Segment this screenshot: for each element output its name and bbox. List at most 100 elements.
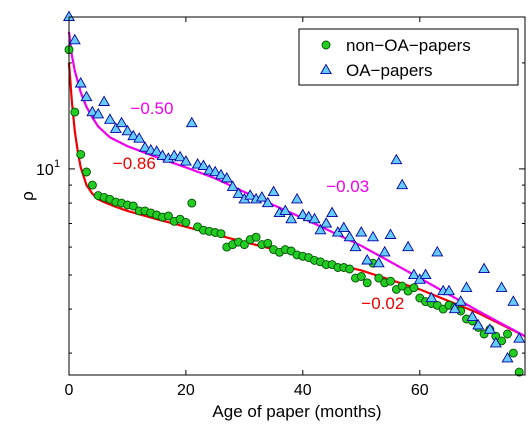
oa-point bbox=[314, 223, 327, 235]
y-tick-label: 10 bbox=[36, 162, 54, 179]
oa-point bbox=[103, 113, 116, 124]
oa-point bbox=[320, 217, 333, 228]
non-oa-point bbox=[345, 264, 355, 274]
oa-point bbox=[372, 256, 385, 268]
legend-marker-triangle bbox=[320, 63, 332, 75]
legend: non−OA−papers OA−papers bbox=[298, 28, 519, 86]
non-oa-point bbox=[514, 367, 524, 377]
annotations: −0.50 −0.86 −0.03 −0.02 bbox=[113, 99, 405, 313]
oa-point bbox=[215, 168, 227, 180]
non-oa-point bbox=[374, 273, 384, 283]
plot-frame bbox=[68, 16, 526, 376]
x-tick-label: 40 bbox=[294, 382, 312, 399]
non-oa-point bbox=[187, 198, 197, 208]
oa-point bbox=[454, 295, 467, 306]
oa-point bbox=[98, 95, 111, 106]
oa-point bbox=[86, 105, 99, 117]
oa-point bbox=[513, 332, 526, 343]
oa-point bbox=[291, 192, 303, 204]
non-oa-point bbox=[76, 149, 86, 159]
x-tick-label: 0 bbox=[65, 382, 74, 399]
oa-point bbox=[185, 116, 198, 128]
oa-point bbox=[80, 90, 93, 102]
oa-point bbox=[507, 295, 520, 306]
oa-point bbox=[308, 212, 321, 224]
oa-point bbox=[384, 228, 397, 239]
oa-point bbox=[326, 206, 339, 218]
fit-slope-label-3: −0.03 bbox=[326, 177, 369, 196]
oa-point bbox=[460, 281, 473, 292]
oa-point bbox=[109, 122, 122, 133]
non-oa-point bbox=[239, 240, 249, 250]
oa-point bbox=[390, 153, 403, 165]
non-oa-point bbox=[362, 278, 372, 288]
oa-point bbox=[209, 165, 222, 177]
oa-point bbox=[501, 351, 514, 363]
non-oa-point bbox=[386, 276, 395, 286]
oa-point bbox=[285, 212, 298, 224]
x-tick-label: 20 bbox=[177, 382, 195, 399]
non-oa-point bbox=[181, 217, 191, 227]
oa-point bbox=[378, 245, 391, 257]
oa-point bbox=[92, 107, 105, 119]
legend-label: OA−papers bbox=[346, 61, 432, 80]
oa-point bbox=[402, 240, 415, 252]
oa-point bbox=[197, 159, 210, 170]
oa-point bbox=[179, 155, 192, 166]
oa-point bbox=[68, 33, 81, 45]
oa-point bbox=[367, 230, 379, 242]
non-oa-point bbox=[397, 281, 407, 291]
oa-point bbox=[361, 253, 374, 265]
oa-point bbox=[489, 336, 502, 348]
x-tick-label: 60 bbox=[411, 382, 429, 399]
oa-point bbox=[448, 302, 461, 314]
oa-point bbox=[255, 191, 268, 202]
oa-point bbox=[279, 204, 292, 216]
oa-point bbox=[396, 178, 409, 190]
oa-point bbox=[425, 291, 438, 303]
non-oa-point bbox=[128, 201, 138, 211]
oa-point bbox=[244, 189, 257, 200]
fit-slope-label-2: −0.86 bbox=[113, 154, 156, 173]
oa-point bbox=[150, 145, 163, 156]
fit-line-2 bbox=[67, 31, 526, 338]
non-oa-point bbox=[163, 211, 173, 221]
oa-point bbox=[443, 284, 455, 296]
oa-point bbox=[121, 124, 134, 136]
oa-point bbox=[174, 150, 187, 162]
oa-point bbox=[349, 240, 362, 252]
y-tick-exponent: 1 bbox=[54, 158, 60, 170]
non-oa-point bbox=[508, 348, 518, 358]
oa-point bbox=[478, 262, 491, 274]
axis-ticks: 0 20 40 60 10 1 bbox=[36, 17, 525, 399]
oa-point bbox=[133, 132, 146, 143]
non-oa-point bbox=[87, 180, 97, 190]
oa-point bbox=[127, 129, 140, 141]
oa-point bbox=[261, 196, 274, 208]
fit-slope-label-1: −0.50 bbox=[130, 99, 173, 118]
oa-point bbox=[483, 323, 496, 334]
fit-slope-label-4: −0.02 bbox=[361, 294, 404, 313]
non-oa-point bbox=[263, 238, 273, 248]
oa-point bbox=[472, 318, 485, 330]
oa-point bbox=[495, 281, 508, 292]
oa-point bbox=[431, 245, 444, 257]
oa-point bbox=[466, 310, 479, 322]
oa-point bbox=[156, 149, 169, 160]
non-oa-point bbox=[409, 283, 419, 293]
oa-point bbox=[355, 226, 368, 237]
oa-point bbox=[267, 185, 280, 197]
oa-point bbox=[220, 171, 233, 183]
oa-point bbox=[337, 221, 350, 233]
oa-point bbox=[296, 208, 309, 220]
non-oa-point bbox=[82, 167, 91, 177]
oa-point bbox=[407, 268, 420, 280]
oa-point bbox=[232, 187, 245, 198]
non-oa-point bbox=[251, 232, 261, 242]
legend-marker-circle bbox=[321, 40, 331, 50]
legend-label: non−OA−papers bbox=[346, 36, 471, 55]
x-axis-label: Age of paper (months) bbox=[212, 402, 381, 421]
data-points bbox=[63, 10, 526, 377]
oa-point bbox=[419, 268, 432, 280]
